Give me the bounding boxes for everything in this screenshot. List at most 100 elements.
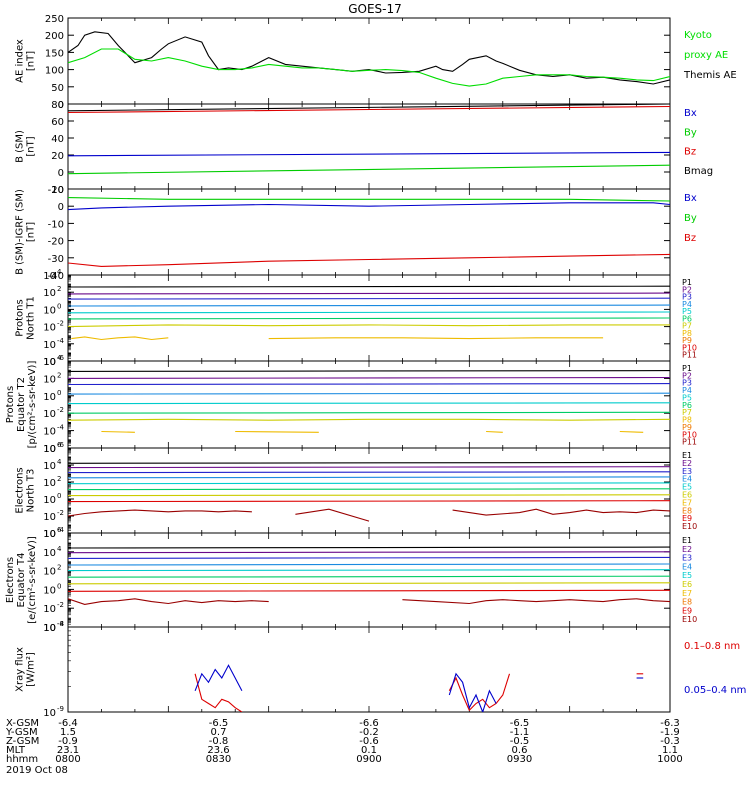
series-line-e9b — [402, 598, 670, 605]
series-line-0-1-0-8-nm-b — [448, 673, 511, 712]
y-tick-label: 10 — [43, 708, 56, 719]
y-tick-label: 200 — [45, 31, 64, 42]
y-tick-label: 10 — [43, 427, 56, 438]
y-tick-label: 40 — [51, 134, 64, 145]
series-line-e1 — [68, 546, 670, 549]
legend-entry: Kyoto — [684, 30, 712, 41]
legend-entry: E8 — [682, 598, 692, 607]
legend-entry: P9 — [682, 423, 692, 432]
legend-entry: E6 — [682, 580, 692, 589]
y-tick-exponent: -6 — [57, 441, 65, 449]
series-group — [68, 461, 670, 522]
panel-frame — [67, 188, 671, 276]
y-tick-label: 10 — [43, 567, 56, 578]
ephem-value: -0.6 — [359, 736, 379, 747]
legend-entry: 0.1–0.8 nm — [684, 641, 740, 652]
ephem-row-label: Y-GSM — [5, 727, 38, 738]
y-tick-label: 10 — [43, 444, 56, 455]
y-tick-exponent: 2 — [57, 475, 61, 483]
y-tick-exponent: 2 — [57, 285, 61, 293]
y-tick-exponent: -2 — [57, 406, 64, 414]
y-axis-label: B (SM)-IGRF (SM) — [15, 189, 26, 275]
legend-entry: P3 — [682, 379, 692, 388]
ephem-value: 23.6 — [207, 745, 229, 756]
ephem-value: -6.3 — [660, 718, 680, 729]
y-tick-label: 10 — [43, 374, 56, 385]
series-line-e9 — [68, 509, 252, 517]
legend-entry: P7 — [682, 408, 692, 417]
series-group — [68, 31, 670, 87]
series-line-0-05-0-4-nm-b — [448, 672, 497, 712]
y-axis-label: Protons — [15, 299, 26, 336]
series-line-p8 — [71, 336, 169, 341]
legend-entry: E1 — [682, 451, 692, 460]
ephem-value: 23.1 — [57, 745, 79, 756]
series-line-p5 — [68, 402, 670, 405]
y-tick-label: 100 — [45, 66, 64, 77]
series-line-p7 — [68, 324, 670, 328]
ephem-row-label: X-GSM — [6, 718, 39, 729]
y-tick-label: 10 — [43, 623, 56, 634]
y-tick-label: 0 — [58, 202, 64, 213]
series-line-e9b — [295, 508, 370, 522]
panel-frame — [67, 103, 671, 190]
y-tick-label: 150 — [45, 48, 64, 59]
series-line-e6 — [68, 575, 670, 578]
y-tick-exponent: 6 — [57, 526, 62, 534]
legend-entry: P1 — [682, 364, 692, 373]
y-tick-exponent: -8 — [57, 620, 64, 628]
y-tick-exponent: -2 — [57, 320, 64, 328]
y-axis-label: Xray flux — [15, 647, 26, 692]
legend-entry: P6 — [682, 314, 692, 323]
series-line-p3 — [68, 297, 670, 300]
ephem-value: -1.9 — [660, 727, 680, 738]
series-line-e7 — [68, 582, 670, 585]
legend-entry: P6 — [682, 401, 692, 410]
legend-entry: P11 — [682, 438, 697, 447]
chart-title: GOES-17 — [348, 2, 402, 16]
y-tick-label: 0 — [58, 100, 64, 111]
series-line-e9c — [452, 508, 670, 516]
y-tick-label: 20 — [51, 151, 64, 162]
series-line-e5 — [68, 482, 670, 485]
legend-entry: E7 — [682, 589, 692, 598]
legend-entry: E10 — [682, 522, 697, 531]
ephem-value: -0.5 — [510, 736, 530, 747]
y-tick-label: 10 — [43, 529, 56, 540]
series-line-p1 — [68, 370, 670, 372]
panel-frame — [67, 17, 671, 105]
y-tick-label: 10 — [43, 323, 56, 334]
ephem-value: -6.4 — [58, 718, 78, 729]
legend-entry: Bmag — [684, 166, 713, 177]
legend-entry: P5 — [682, 393, 692, 402]
series-line-by — [68, 164, 670, 175]
legend-entry: P11 — [682, 351, 697, 360]
series-line-e1 — [68, 461, 670, 464]
y-tick-label: 0 — [58, 168, 64, 179]
series-line-by — [68, 197, 670, 202]
y-tick-label: 10 — [43, 548, 56, 559]
series-line-0-1-0-8-nm — [194, 673, 243, 712]
y-tick-exponent: 0 — [57, 302, 61, 310]
y-axis-label: Equator T4 — [16, 553, 27, 608]
panel-frame — [67, 360, 671, 449]
legend-entry: Bz — [684, 147, 696, 158]
legend-entry: P4 — [682, 386, 692, 395]
series-line-p1 — [68, 285, 670, 288]
series-line-p8b — [268, 337, 604, 340]
ephem-value: -6.5 — [209, 718, 229, 729]
y-tick-exponent: -4 — [57, 337, 65, 345]
series-group — [68, 546, 670, 605]
series-line-e9 — [68, 598, 269, 605]
y-axis-label: Equator T2 — [16, 377, 27, 432]
legend-entry: By — [684, 127, 697, 138]
legend-entry: E9 — [682, 514, 692, 523]
series-line-bz — [68, 105, 670, 114]
panel-frame — [67, 447, 671, 534]
